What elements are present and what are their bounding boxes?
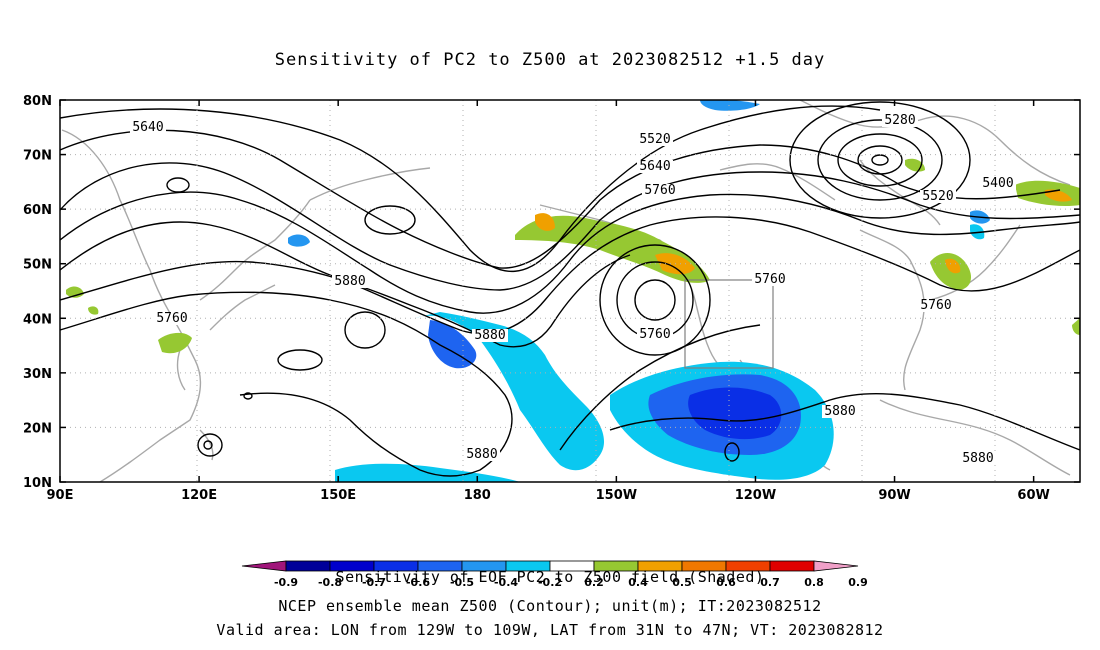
- shade-blue-small-1: [288, 234, 310, 247]
- shade-blue-deep-pacific: [428, 320, 477, 369]
- contour-label: 5760: [156, 311, 187, 326]
- contour-label: 5880: [466, 447, 497, 462]
- contour-label: 5640: [132, 120, 163, 135]
- contour-labels: 5640 5520 5640 5760 5280 5400 5520 5880 5760 5880…: [130, 113, 1016, 466]
- contour-label-bg: [642, 184, 678, 197]
- contour-label-bg: [637, 133, 673, 146]
- contour-label-bg: [472, 329, 508, 342]
- colorbar: -0.9 -0.8 -0.7 -0.6 -0.5 -0.4 -0.2 0.2 0.4 0.5 0.6…: [241, 560, 868, 589]
- colorbar-tick-label: 0.4: [628, 576, 648, 589]
- shade-orange-greenland: [1045, 189, 1072, 202]
- contour-label: 5880: [824, 404, 855, 419]
- lat-tick-label: 30N: [23, 367, 52, 382]
- contour-label-bg: [960, 452, 996, 465]
- contour-label: 5520: [639, 132, 670, 147]
- contour-label-bg: [920, 190, 956, 203]
- colorbar-tick-label: -0.9: [274, 576, 298, 589]
- longitude-axis: 90E 120E 150E 180 150W 120W 90W 60W: [47, 488, 1050, 503]
- lon-tick-label: 90W: [878, 488, 910, 503]
- contour-label-bg: [882, 114, 918, 127]
- contour-label: 5880: [334, 274, 365, 289]
- graticule: [60, 100, 1080, 482]
- contour-label: 5640: [639, 159, 670, 174]
- contour-label-bg: [980, 177, 1016, 190]
- colorbar-tick-label: -0.2: [538, 576, 562, 589]
- contour-label: 5400: [982, 176, 1013, 191]
- footer-valid-area: Valid area: LON from 129W to 109W, LAT f…: [216, 621, 884, 639]
- lat-tick-label: 40N: [23, 312, 52, 327]
- lon-tick-label: 120E: [181, 488, 217, 503]
- colorbar-tick-label: -0.4: [494, 576, 518, 589]
- shade-orange-bering: [535, 213, 555, 231]
- shade-green-small: [88, 306, 99, 315]
- colorbar-tick-label: -0.8: [318, 576, 342, 589]
- map-title: Sensitivity of PC2 to Z500 at 2023082512…: [274, 50, 826, 70]
- contour-label: 5760: [754, 272, 785, 287]
- contour-label-bg: [752, 273, 788, 286]
- contour-label: 5760: [920, 298, 951, 313]
- plot-frame: [59, 99, 1081, 483]
- contour-label: 5880: [474, 328, 505, 343]
- lon-tick-label: 60W: [1017, 488, 1049, 503]
- colorbar-tick-label: -0.6: [406, 576, 430, 589]
- colorbar-tick-label: 0.6: [716, 576, 736, 589]
- axis-ticks: [59, 99, 1080, 483]
- colorbar-tick-label: 0.8: [804, 576, 824, 589]
- contour-label-bg: [637, 160, 673, 173]
- colorbar-tick-label: -0.5: [450, 576, 474, 589]
- contour-label: 5760: [644, 183, 675, 198]
- shade-green-japan: [158, 332, 192, 354]
- shade-green-east: [1072, 318, 1080, 335]
- colorbar-tick-label: 0.2: [584, 576, 604, 589]
- shade-blue-central-pacific: [415, 312, 605, 471]
- colorbar-tick-label: 0.9: [848, 576, 868, 589]
- contour-label: 5520: [922, 189, 953, 204]
- colorbar-segment: [813, 560, 859, 572]
- lon-tick-label: 120W: [735, 488, 776, 503]
- lat-tick-label: 70N: [23, 149, 52, 164]
- latitude-axis: 80N 70N 60N 50N 40N 30N 20N 10N: [23, 94, 52, 491]
- lat-tick-label: 50N: [23, 258, 52, 273]
- contour-label-bg: [822, 405, 858, 418]
- lat-tick-label: 20N: [23, 421, 52, 436]
- footer-contour-caption: NCEP ensemble mean Z500 (Contour); unit(…: [278, 597, 822, 615]
- lat-tick-label: 60N: [23, 203, 52, 218]
- lon-tick-label: 180: [464, 488, 491, 503]
- contour-label: 5280: [884, 113, 915, 128]
- lon-tick-label: 150E: [320, 488, 356, 503]
- contour-label-bg: [637, 328, 673, 341]
- lat-tick-label: 80N: [23, 94, 52, 109]
- contour-label: 5880: [962, 451, 993, 466]
- colorbar-tick-label: 0.5: [672, 576, 692, 589]
- colorbar-tick-label: -0.7: [362, 576, 386, 589]
- shade-green-labrador: [930, 253, 972, 290]
- contour-label-bg: [130, 121, 166, 134]
- shade-blue-north: [700, 100, 760, 111]
- contour-label-bg: [464, 448, 500, 461]
- lon-tick-label: 150W: [596, 488, 637, 503]
- contour-label: 5760: [639, 327, 670, 342]
- lon-tick-label: 90E: [47, 488, 74, 503]
- footer-shading-caption: Sensitivity of EOF PC2 to Z500 field (Sh…: [335, 568, 765, 586]
- lat-tick-label: 10N: [23, 476, 52, 491]
- shade-blue-small-3: [970, 224, 985, 240]
- colorbar-tick-label: 0.7: [760, 576, 780, 589]
- shade-orange-labrador: [945, 258, 961, 274]
- shade-blue-east-pacific-deep: [688, 387, 782, 440]
- contour-label-bg: [918, 299, 954, 312]
- contour-label-bg: [154, 312, 190, 325]
- contour-label-bg: [332, 275, 368, 288]
